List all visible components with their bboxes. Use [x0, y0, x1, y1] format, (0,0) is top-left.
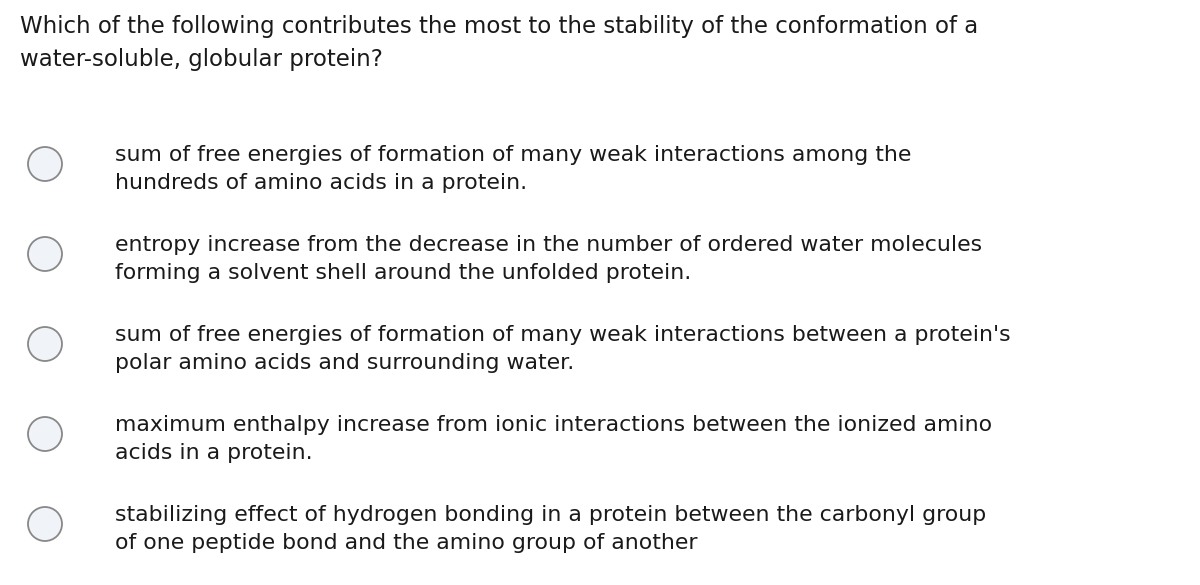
Text: entropy increase from the decrease in the number of ordered water molecules
form: entropy increase from the decrease in th… [115, 235, 982, 283]
Text: sum of free energies of formation of many weak interactions among the
hundreds o: sum of free energies of formation of man… [115, 145, 911, 193]
Text: maximum enthalpy increase from ionic interactions between the ionized amino
acid: maximum enthalpy increase from ionic int… [115, 415, 992, 463]
Ellipse shape [28, 147, 62, 181]
Text: sum of free energies of formation of many weak interactions between a protein's
: sum of free energies of formation of man… [115, 325, 1010, 373]
Ellipse shape [28, 417, 62, 451]
Text: Which of the following contributes the most to the stability of the conformation: Which of the following contributes the m… [20, 15, 978, 71]
Ellipse shape [28, 237, 62, 271]
Ellipse shape [28, 507, 62, 541]
Text: stabilizing effect of hydrogen bonding in a protein between the carbonyl group
o: stabilizing effect of hydrogen bonding i… [115, 505, 986, 553]
Ellipse shape [28, 327, 62, 361]
